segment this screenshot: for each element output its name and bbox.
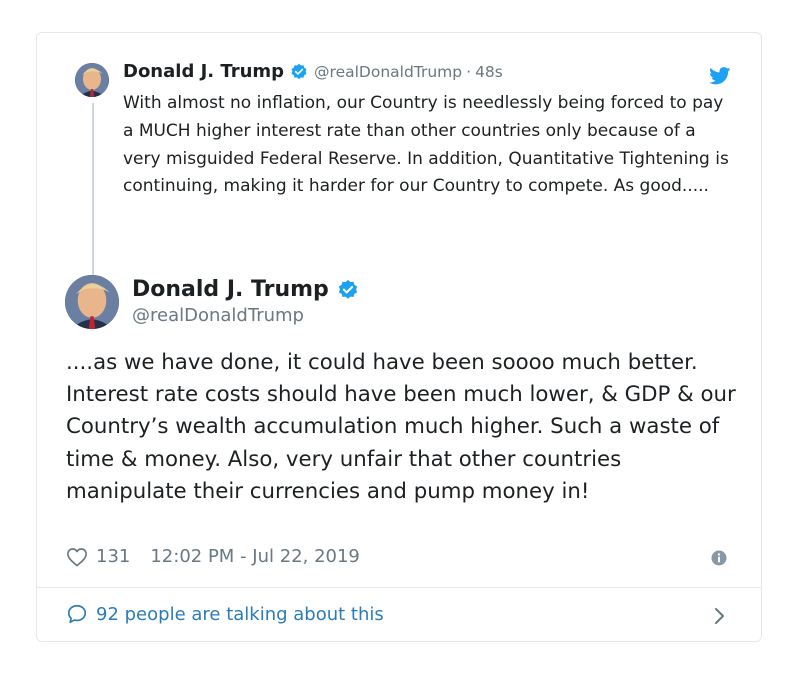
conversation-link[interactable]: 92 people are talking about this <box>66 603 384 625</box>
verified-badge-icon <box>337 279 359 301</box>
info-icon[interactable] <box>711 550 727 566</box>
header-separator: · <box>466 62 472 81</box>
heart-icon[interactable] <box>66 547 88 567</box>
quoted-tweet-time[interactable]: 48s <box>475 62 503 81</box>
tweet-timestamp[interactable]: 12:02 PM - Jul 22, 2019 <box>150 546 360 567</box>
quoted-author-name[interactable]: Donald J. Trump <box>123 61 285 82</box>
speech-bubble-icon <box>66 603 88 625</box>
quoted-author-avatar[interactable] <box>75 63 109 97</box>
main-author-name-row: Donald J. Trump <box>132 277 359 302</box>
thread-connector-line <box>92 103 94 276</box>
tweet-meta-row: 131 12:02 PM - Jul 22, 2019 <box>66 546 360 567</box>
twitter-bird-icon[interactable] <box>709 67 731 85</box>
main-author-handle[interactable]: @realDonaldTrump <box>132 305 304 326</box>
embedded-tweet-card: Donald J. Trump @realDonaldTrump · 48s W… <box>36 32 762 642</box>
quoted-author-handle[interactable]: @realDonaldTrump <box>314 62 463 81</box>
quoted-tweet-text: With almost no inflation, our Country is… <box>123 93 729 197</box>
conversation-link-label[interactable]: 92 people are talking about this <box>96 603 384 625</box>
quoted-tweet-header: Donald J. Trump @realDonaldTrump · 48s <box>123 61 503 82</box>
main-tweet-text: ....as we have done, it could have been … <box>66 350 736 504</box>
main-author-avatar[interactable] <box>65 275 119 329</box>
card-divider <box>37 587 761 588</box>
chevron-right-icon[interactable] <box>713 606 727 626</box>
verified-badge-icon <box>290 63 308 81</box>
main-author-name[interactable]: Donald J. Trump <box>132 277 329 302</box>
like-count[interactable]: 131 <box>96 546 131 567</box>
